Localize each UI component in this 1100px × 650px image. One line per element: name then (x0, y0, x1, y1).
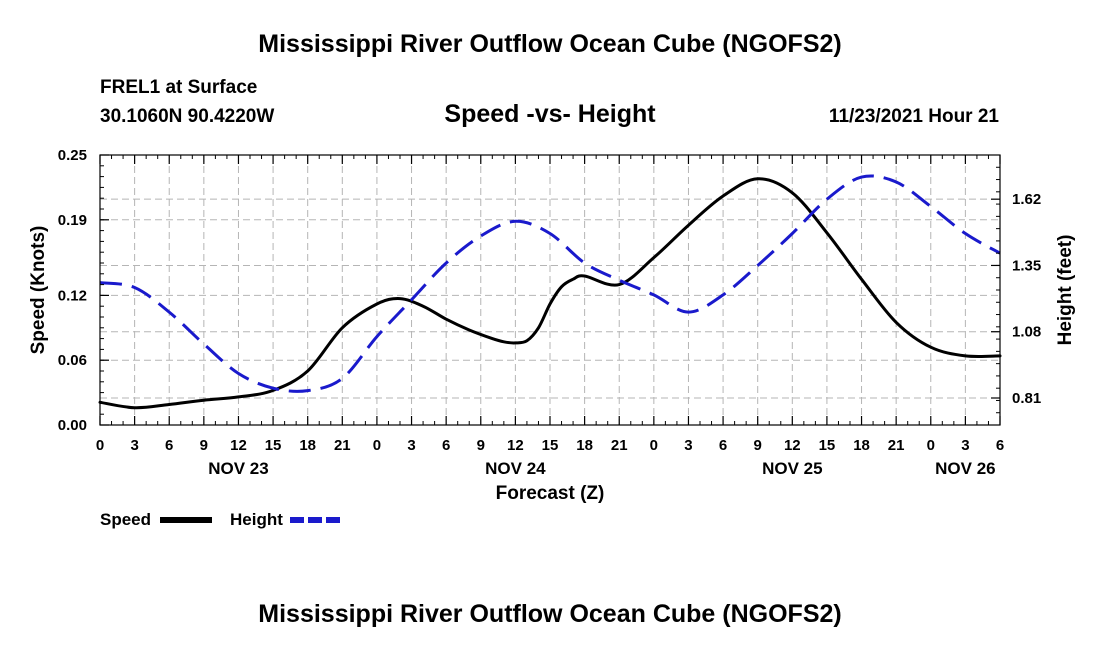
station-label: FREL1 at Surface (100, 77, 258, 98)
x-tick-label: 3 (130, 437, 138, 454)
y2-tick-label: 0.81 (1012, 390, 1041, 407)
legend-label-height: Height (230, 510, 283, 529)
x-tick-label: 6 (165, 437, 173, 454)
forecast-datetime: 11/23/2021 Hour 21 (828, 106, 999, 127)
x-tick-label: 3 (684, 437, 692, 454)
legend-label-speed: Speed (100, 510, 151, 529)
x-tick-label: 0 (650, 437, 658, 454)
page-title: Mississippi River Outflow Ocean Cube (NG… (258, 30, 842, 58)
x-tick-label: 12 (230, 437, 247, 454)
x-tick-label: 6 (996, 437, 1004, 454)
y2-tick-label: 1.08 (1012, 324, 1041, 341)
station-coords: 30.1060N 90.4220W (100, 106, 275, 127)
y-tick-label: 0.25 (58, 147, 87, 164)
y2-tick-label: 1.62 (1012, 191, 1041, 208)
x-tick-label: 0 (96, 437, 104, 454)
x-tick-label: 21 (334, 437, 351, 454)
x-tick-label: 21 (888, 437, 905, 454)
day-label: NOV 25 (762, 459, 822, 478)
y2-tick-label: 1.35 (1012, 257, 1041, 274)
chart-subtitle: Speed -vs- Height (444, 100, 656, 128)
axis-ticks (99, 154, 1001, 426)
axis-labels: 0 3 6 9 12 15 18 21 0 3 6 9 12 15 18 21 0 3 6 9 12 15 18 21 0 3 6N… (28, 147, 1076, 504)
x-tick-label: 18 (299, 437, 316, 454)
y-tick-label: 0.00 (58, 417, 87, 434)
x-tick-label: 12 (507, 437, 524, 454)
x-tick-label: 18 (576, 437, 593, 454)
x-tick-label: 9 (477, 437, 485, 454)
day-label: NOV 26 (935, 459, 995, 478)
day-label: NOV 23 (208, 459, 268, 478)
y-tick-label: 0.06 (58, 352, 87, 369)
x-tick-label: 9 (200, 437, 208, 454)
x-tick-label: 6 (719, 437, 727, 454)
x-tick-label: 9 (754, 437, 762, 454)
legend: Speed Height (100, 510, 342, 529)
x-tick-label: 15 (819, 437, 836, 454)
x-tick-label: 3 (407, 437, 415, 454)
footer-title: Mississippi River Outflow Ocean Cube (NG… (258, 600, 842, 628)
x-tick-label: 0 (373, 437, 381, 454)
x-tick-label: 21 (611, 437, 628, 454)
x-tick-label: 18 (853, 437, 870, 454)
x-tick-label: 15 (265, 437, 282, 454)
height-series-line (99, 174, 1001, 393)
y-axis-title: Speed (Knots) (28, 226, 49, 355)
day-label: NOV 24 (485, 459, 546, 478)
x-tick-label: 15 (542, 437, 559, 454)
y2-axis-title: Height (feet) (1055, 235, 1076, 346)
series-lines (98, 174, 1002, 410)
x-tick-label: 12 (784, 437, 801, 454)
x-tick-label: 0 (927, 437, 935, 454)
x-axis-title: Forecast (Z) (496, 483, 605, 504)
speed-series-line (98, 177, 1002, 410)
x-tick-label: 3 (961, 437, 969, 454)
x-tick-label: 6 (442, 437, 450, 454)
grid-lines (100, 155, 1000, 425)
y-tick-label: 0.19 (58, 212, 87, 229)
y-tick-label: 0.12 (58, 287, 87, 304)
